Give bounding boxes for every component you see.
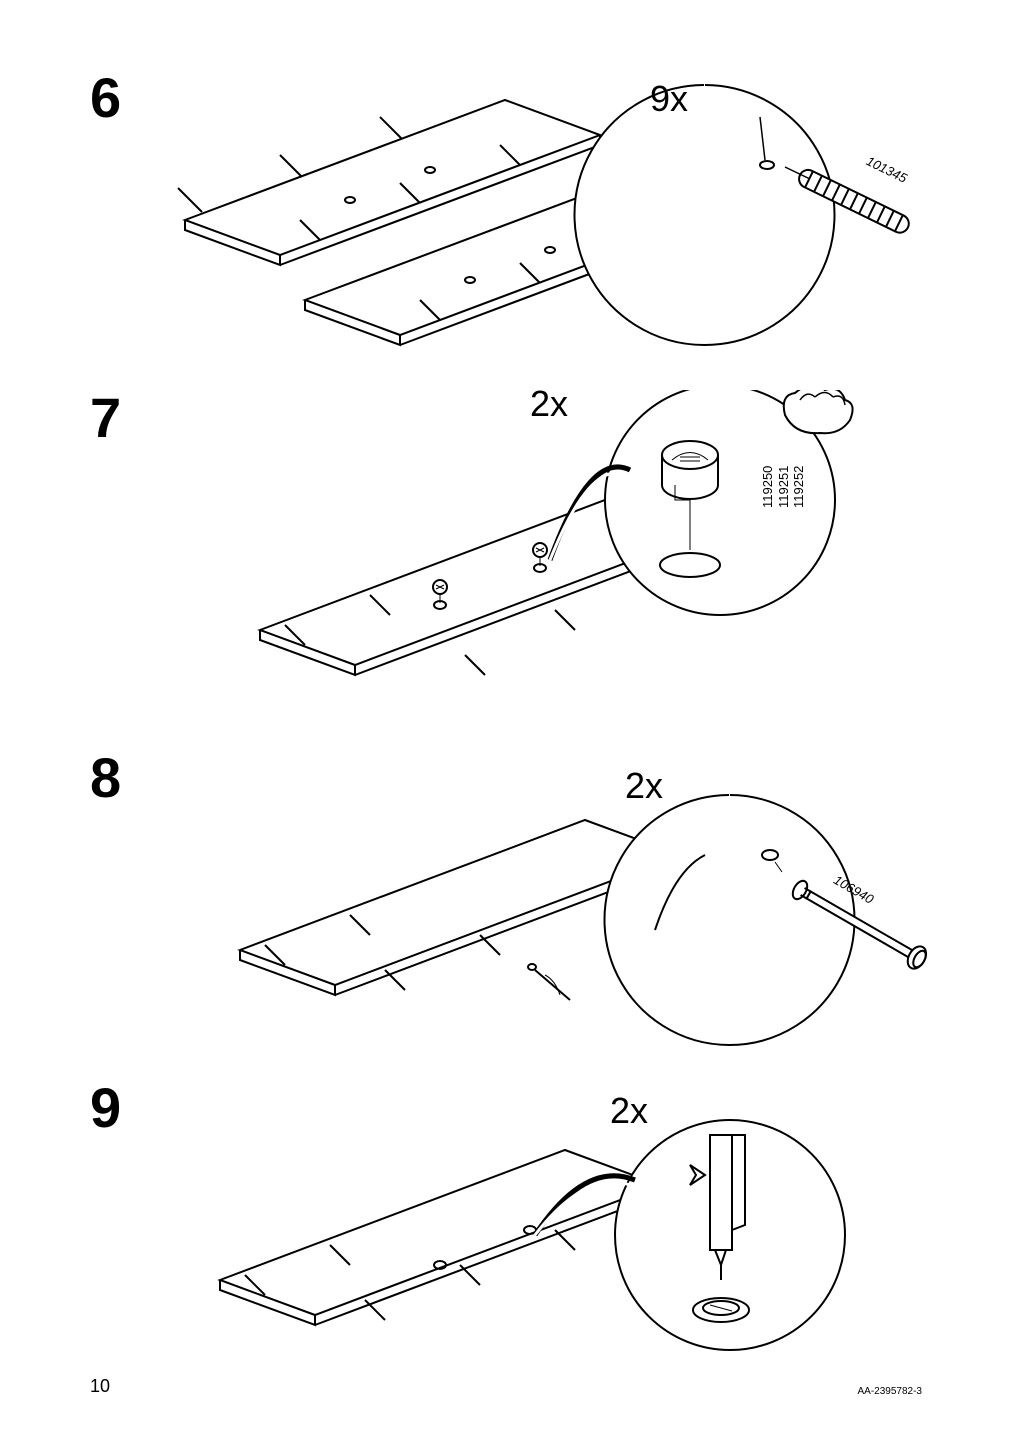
step-7: 7 <box>90 380 920 690</box>
step-6-illustration <box>150 75 930 375</box>
step-9-illustration <box>190 1100 890 1380</box>
callout-quantity: 2x <box>610 1090 648 1132</box>
page-number: 10 <box>90 1376 110 1397</box>
step-9: 9 <box>90 1070 920 1370</box>
step-6: 6 <box>90 60 920 360</box>
instruction-page: 6 <box>0 0 1012 1432</box>
part-number: 119252 <box>791 466 806 508</box>
part-number: 119251 <box>776 466 791 508</box>
doc-id: AA-2395782-3 <box>858 1386 923 1397</box>
part-numbers-list: 119250 119251 119252 <box>760 466 807 508</box>
step-7-illustration <box>220 390 940 710</box>
part-number: 119250 <box>760 466 775 508</box>
step-8-illustration <box>200 780 950 1060</box>
step-number: 9 <box>90 1075 121 1140</box>
step-number: 6 <box>90 65 121 130</box>
step-8: 8 <box>90 740 920 1040</box>
callout-quantity: 2x <box>625 765 663 807</box>
step-number: 8 <box>90 745 121 810</box>
callout-quantity: 9x <box>650 78 688 120</box>
step-number: 7 <box>90 385 121 450</box>
callout-quantity: 2x <box>530 383 568 425</box>
